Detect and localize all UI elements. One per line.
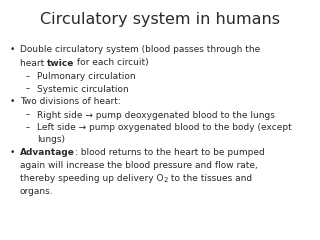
Text: Two divisions of heart:: Two divisions of heart: xyxy=(20,97,121,106)
Text: for each circuit): for each circuit) xyxy=(75,59,149,67)
Text: lungs): lungs) xyxy=(37,136,65,144)
Text: Systemic circulation: Systemic circulation xyxy=(37,84,129,94)
Text: –: – xyxy=(26,84,30,94)
Text: Advantage: Advantage xyxy=(20,148,75,157)
Text: •: • xyxy=(10,97,15,106)
Text: •: • xyxy=(10,45,15,54)
Text: –: – xyxy=(26,110,30,120)
Text: Pulmonary circulation: Pulmonary circulation xyxy=(37,72,136,81)
Text: Left side → pump oxygenated blood to the body (except: Left side → pump oxygenated blood to the… xyxy=(37,123,292,132)
Text: Circulatory system in humans: Circulatory system in humans xyxy=(40,12,280,27)
Text: Double circulatory system (blood passes through the: Double circulatory system (blood passes … xyxy=(20,45,260,54)
Text: –: – xyxy=(26,123,30,132)
Text: Right side → pump deoxygenated blood to the lungs: Right side → pump deoxygenated blood to … xyxy=(37,110,275,120)
Text: twice: twice xyxy=(47,59,75,67)
Text: heart: heart xyxy=(20,59,47,67)
Text: 2: 2 xyxy=(164,176,168,182)
Text: again will increase the blood pressure and flow rate,: again will increase the blood pressure a… xyxy=(20,162,258,170)
Text: thereby speeding up delivery O: thereby speeding up delivery O xyxy=(20,174,164,183)
Text: –: – xyxy=(26,72,30,81)
Text: organs.: organs. xyxy=(20,186,54,196)
Text: : blood returns to the heart to be pumped: : blood returns to the heart to be pumpe… xyxy=(75,148,265,157)
Text: •: • xyxy=(10,148,15,157)
Text: to the tissues and: to the tissues and xyxy=(168,174,252,183)
